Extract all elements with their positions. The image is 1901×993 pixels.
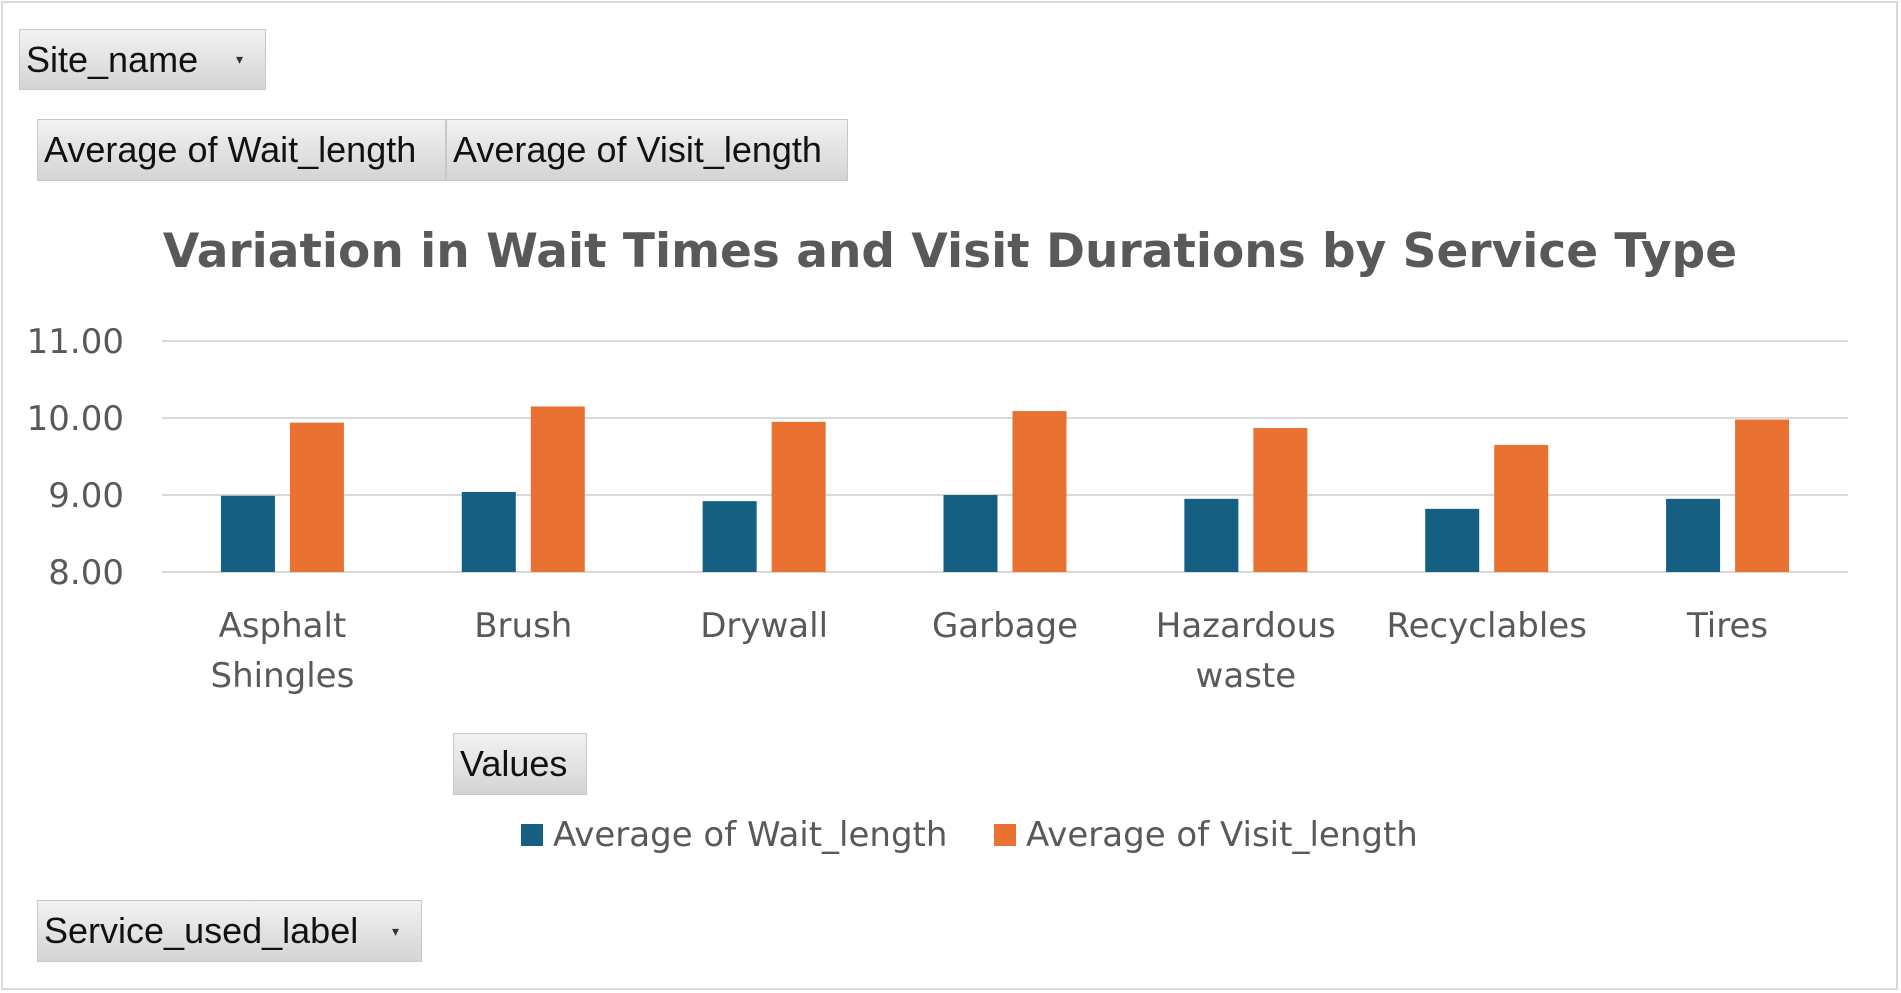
values-field-label: Values <box>460 743 568 784</box>
service-used-filter-label: Service_used_label <box>44 910 359 951</box>
chevron-down-icon[interactable]: ▾ <box>391 922 399 939</box>
value-field-wait-label: Average of Wait_length <box>44 129 417 170</box>
value-field-wait-button[interactable]: Average of Wait_length <box>37 119 446 181</box>
values-field-button[interactable]: Values <box>453 733 587 795</box>
value-field-visit-button[interactable]: Average of Visit_length <box>446 119 848 181</box>
value-field-visit-label: Average of Visit_length <box>453 129 822 170</box>
site-name-filter-label: Site_name <box>26 38 199 80</box>
chevron-down-icon[interactable]: ▾ <box>235 51 243 67</box>
site-name-filter-button[interactable]: Site_name ▾ <box>19 29 266 90</box>
service-used-filter-button[interactable]: Service_used_label ▾ <box>37 900 422 962</box>
